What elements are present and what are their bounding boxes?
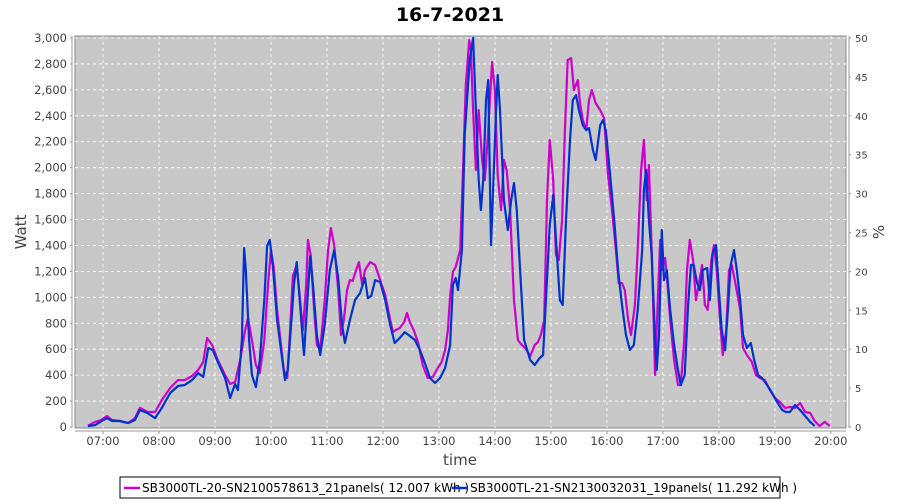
y2-axis-title: %	[870, 225, 888, 239]
x-tick-label: 20:00	[814, 434, 847, 448]
x-tick-label: 11:00	[310, 434, 343, 448]
y2-tick-label: 15	[855, 306, 868, 317]
y-tick-label: 2,000	[34, 161, 67, 175]
series-line-2	[87, 36, 816, 428]
y2-tick-label: 40	[855, 112, 868, 123]
y-tick-label: 2,200	[34, 135, 67, 149]
y-tick-label: 3,000	[34, 31, 67, 45]
y2-tick-label: 45	[855, 73, 868, 84]
x-tick-label: 15:00	[534, 434, 567, 448]
x-tick-label: 17:00	[646, 434, 679, 448]
x-tick-label: 19:00	[758, 434, 791, 448]
x-axis-title: time	[443, 451, 477, 469]
x-tick-label: 13:00	[422, 434, 455, 448]
y-tick-label: 200	[45, 394, 67, 408]
series-lines	[87, 36, 831, 428]
chart-title: 16-7-2021	[396, 4, 504, 26]
y-tick-label: 1,400	[34, 238, 67, 252]
x-tick-label: 12:00	[366, 434, 399, 448]
y2-tick-label: 50	[855, 34, 868, 45]
x-tick-label: 07:00	[86, 434, 119, 448]
y2-tick-label: 30	[855, 190, 868, 201]
y2-tick-label: 20	[855, 267, 868, 278]
y-tick-label: 2,800	[34, 57, 67, 71]
y-tick-label: 1,200	[34, 264, 67, 278]
x-tick-label: 14:00	[478, 434, 511, 448]
y-tick-label: 0	[60, 420, 67, 434]
axis-ticks: 02004006008001,0001,2001,4001,6001,8002,…	[34, 31, 868, 448]
legend-box	[119, 476, 781, 499]
y-tick-label: 400	[45, 368, 67, 382]
y2-tick-label: 0	[855, 423, 861, 434]
y-tick-label: 2,600	[34, 83, 67, 97]
y-tick-label: 1,600	[34, 213, 67, 227]
x-tick-label: 18:00	[702, 434, 735, 448]
y2-tick-label: 10	[855, 345, 868, 356]
legend-label-series-2: SB3000TL-21-SN2130032031_19panels( 11.29…	[470, 481, 797, 495]
y2-tick-label: 5	[855, 384, 861, 395]
x-tick-label: 08:00	[142, 434, 175, 448]
legend-label-series-1: SB3000TL-20-SN2100578613_21panels( 12.00…	[142, 481, 469, 495]
y-tick-label: 800	[45, 316, 67, 330]
legend: SB3000TL-20-SN2100578613_21panels( 12.00…	[119, 476, 797, 499]
y-axis-title: Watt	[12, 214, 30, 249]
y2-tick-label: 25	[855, 229, 868, 240]
y2-tick-label: 35	[855, 151, 868, 162]
y-tick-label: 600	[45, 342, 67, 356]
x-tick-label: 16:00	[590, 434, 623, 448]
y-tick-label: 1,000	[34, 290, 67, 304]
x-tick-label: 09:00	[198, 434, 231, 448]
y-tick-label: 1,800	[34, 187, 67, 201]
x-tick-label: 10:00	[254, 434, 287, 448]
y-tick-label: 2,400	[34, 109, 67, 123]
